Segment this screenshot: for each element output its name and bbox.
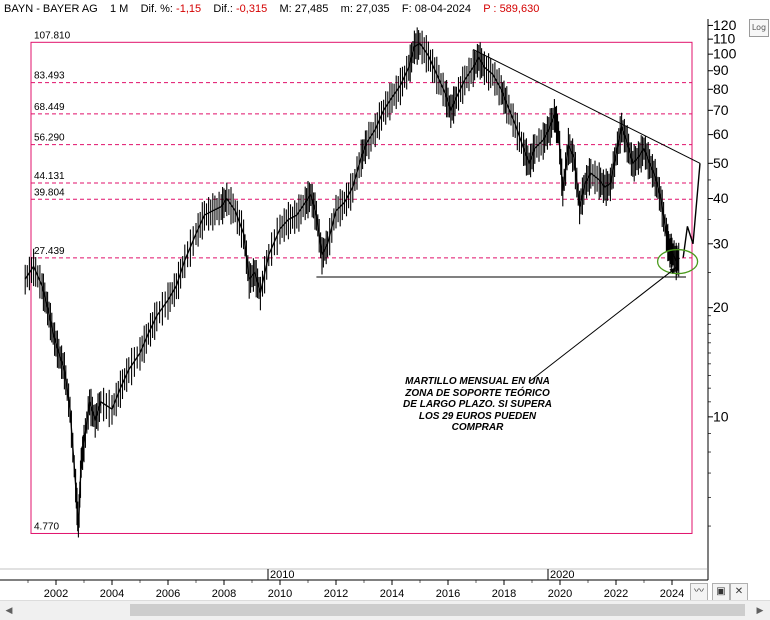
level-label: 56.290 [34, 133, 65, 144]
min-label: m: [340, 3, 353, 15]
wave-icon[interactable]: 〰 [690, 583, 708, 601]
dif-value: -0,315 [236, 3, 268, 15]
y-tick-label: 60 [713, 126, 729, 142]
x-tick-label: 2020 [548, 588, 572, 600]
ticker-label: BAYN - BAYER AG [4, 3, 98, 15]
save-icon[interactable]: ▣ [712, 583, 730, 601]
x-tick-label: 2006 [156, 588, 180, 600]
scroll-left-icon[interactable]: ◀ [5, 605, 13, 615]
annotation-arrow [528, 267, 677, 383]
date-value: 08-04-2024 [414, 3, 471, 15]
x-tick-label: 2010 [268, 588, 292, 600]
support-highlight-ellipse [656, 248, 699, 275]
x-tick-label: 2024 [660, 588, 684, 600]
level-label: 83.493 [34, 71, 65, 82]
chart-header: BAYN - BAYER AG 1 M Dif. %: -1,15 Dif.: … [0, 0, 704, 18]
close-icon[interactable]: ✕ [730, 583, 748, 601]
date-label: F: [401, 3, 412, 15]
y-tick-label: 30 [713, 235, 729, 251]
level-label: 68.449 [34, 102, 65, 113]
level-label: 27.439 [34, 246, 65, 257]
chart-annotation: MARTILLO MENSUAL EN UNA ZONA DE SOPORTE … [395, 376, 560, 434]
y-tick-label: 40 [713, 190, 729, 206]
upper-axis-label: 2010 [270, 569, 294, 581]
arrow-head [669, 267, 677, 274]
trendline-resistance [472, 49, 701, 164]
dif-label: Dif.: [213, 3, 233, 15]
scroll-right-icon[interactable]: ▶ [756, 605, 764, 615]
annotation-line: MARTILLO MENSUAL EN UNA [405, 376, 550, 387]
x-tick-label: 2012 [324, 588, 348, 600]
level-label: 39.804 [34, 187, 65, 198]
y-tick-label: 80 [713, 81, 729, 97]
x-tick-label: 2014 [380, 588, 404, 600]
log-scale-button[interactable]: Log [749, 19, 769, 37]
x-tick-label: 2004 [100, 588, 124, 600]
y-tick-label: 70 [713, 102, 729, 118]
x-tick-label: 2018 [492, 588, 516, 600]
min-value: 27,035 [355, 3, 390, 15]
y-tick-label: 90 [713, 62, 729, 78]
price-chart[interactable]: 107.810 83.493 68.449 56.290 44.131 39.804 27.… [0, 0, 770, 600]
dif-pct-label: Dif. %: [140, 3, 173, 15]
x-tick-label: 2022 [604, 588, 628, 600]
annotation-line: DE LARGO PLAZO. SI SUPERA [403, 399, 552, 410]
x-tick-label: 2002 [44, 588, 68, 600]
y-tick-label: 120 [713, 17, 737, 33]
x-tick-label: 2008 [212, 588, 236, 600]
annotation-line: ZONA DE SOPORTE TEÓRICO [405, 387, 550, 399]
y-tick-label: 100 [713, 46, 737, 62]
level-label: 107.810 [34, 30, 71, 41]
upper-axis-label: 2020 [550, 569, 574, 581]
annotation-line: LOS 29 EUROS PUEDEN [418, 410, 537, 422]
p-label: P : [483, 3, 497, 15]
period-label: 1 M [109, 3, 129, 15]
x-tick-label: 2016 [436, 588, 460, 600]
max-value: 27,485 [294, 3, 329, 15]
y-tick-label: 110 [713, 31, 736, 47]
horizontal-scrollbar[interactable]: ◀ ▶ [0, 600, 770, 620]
annotation-line: COMPRAR [451, 422, 504, 433]
level-label: 4.770 [34, 521, 59, 532]
p-value: 589,630 [499, 3, 540, 15]
scrollbar-thumb[interactable] [130, 604, 745, 616]
dif-pct-value: -1,15 [176, 3, 202, 15]
level-label: 44.131 [34, 171, 65, 182]
y-tick-label: 10 [713, 408, 729, 424]
levels-frame [30, 41, 693, 534]
y-tick-label: 50 [713, 155, 729, 171]
projection-line [682, 163, 701, 258]
max-label: M: [279, 3, 292, 15]
price-line [24, 42, 680, 527]
y-tick-label: 20 [713, 299, 729, 315]
